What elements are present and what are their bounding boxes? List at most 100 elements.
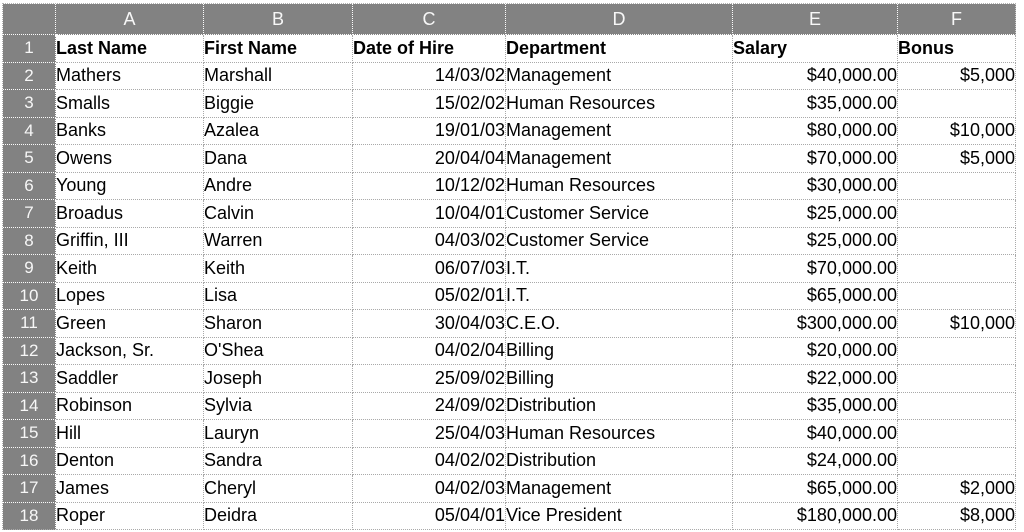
select-all-corner[interactable] — [3, 4, 56, 35]
row-header[interactable]: 10 — [3, 282, 56, 310]
cell-bonus[interactable]: $10,000 — [898, 310, 1016, 338]
cell-last-name[interactable]: James — [56, 475, 204, 503]
cell-bonus[interactable] — [898, 282, 1016, 310]
row-header[interactable]: 12 — [3, 337, 56, 365]
cell-salary[interactable]: $22,000.00 — [733, 365, 898, 393]
cell-department[interactable]: Customer Service — [506, 227, 733, 255]
row-header[interactable]: 15 — [3, 420, 56, 448]
cell-date-of-hire[interactable]: 04/02/04 — [353, 337, 506, 365]
cell-salary[interactable]: $30,000.00 — [733, 172, 898, 200]
cell-date-of-hire[interactable]: 04/03/02 — [353, 227, 506, 255]
header-cell-last-name[interactable]: Last Name — [56, 35, 204, 63]
cell-department[interactable]: Vice President — [506, 502, 733, 530]
header-cell-department[interactable]: Department — [506, 35, 733, 63]
row-header[interactable]: 13 — [3, 365, 56, 393]
cell-date-of-hire[interactable]: 10/04/01 — [353, 200, 506, 228]
cell-first-name[interactable]: Warren — [204, 227, 353, 255]
cell-department[interactable]: Billing — [506, 337, 733, 365]
cell-department[interactable]: Customer Service — [506, 200, 733, 228]
cell-bonus[interactable] — [898, 420, 1016, 448]
cell-last-name[interactable]: Denton — [56, 447, 204, 475]
column-header-E[interactable]: E — [733, 4, 898, 35]
cell-last-name[interactable]: Griffin, III — [56, 227, 204, 255]
cell-salary[interactable]: $65,000.00 — [733, 282, 898, 310]
cell-first-name[interactable]: Lauryn — [204, 420, 353, 448]
cell-first-name[interactable]: Marshall — [204, 62, 353, 90]
row-header[interactable]: 5 — [3, 145, 56, 173]
column-header-C[interactable]: C — [353, 4, 506, 35]
row-header[interactable]: 7 — [3, 200, 56, 228]
cell-last-name[interactable]: Young — [56, 172, 204, 200]
cell-date-of-hire[interactable]: 06/07/03 — [353, 255, 506, 283]
cell-bonus[interactable] — [898, 90, 1016, 118]
column-header-D[interactable]: D — [506, 4, 733, 35]
cell-salary[interactable]: $40,000.00 — [733, 420, 898, 448]
row-header[interactable]: 6 — [3, 172, 56, 200]
cell-date-of-hire[interactable]: 15/02/02 — [353, 90, 506, 118]
row-header[interactable]: 9 — [3, 255, 56, 283]
cell-first-name[interactable]: Keith — [204, 255, 353, 283]
cell-salary[interactable]: $20,000.00 — [733, 337, 898, 365]
cell-salary[interactable]: $35,000.00 — [733, 392, 898, 420]
cell-last-name[interactable]: Smalls — [56, 90, 204, 118]
cell-date-of-hire[interactable]: 25/09/02 — [353, 365, 506, 393]
row-header-1[interactable]: 1 — [3, 35, 56, 63]
cell-last-name[interactable]: Jackson, Sr. — [56, 337, 204, 365]
cell-department[interactable]: C.E.O. — [506, 310, 733, 338]
cell-bonus[interactable]: $8,000 — [898, 502, 1016, 530]
cell-date-of-hire[interactable]: 24/09/02 — [353, 392, 506, 420]
column-header-F[interactable]: F — [898, 4, 1016, 35]
cell-first-name[interactable]: Deidra — [204, 502, 353, 530]
cell-salary[interactable]: $180,000.00 — [733, 502, 898, 530]
cell-department[interactable]: Human Resources — [506, 420, 733, 448]
cell-last-name[interactable]: Robinson — [56, 392, 204, 420]
cell-first-name[interactable]: Joseph — [204, 365, 353, 393]
cell-bonus[interactable] — [898, 365, 1016, 393]
cell-last-name[interactable]: Mathers — [56, 62, 204, 90]
cell-salary[interactable]: $80,000.00 — [733, 117, 898, 145]
cell-first-name[interactable]: Calvin — [204, 200, 353, 228]
cell-bonus[interactable] — [898, 392, 1016, 420]
cell-salary[interactable]: $35,000.00 — [733, 90, 898, 118]
cell-salary[interactable]: $40,000.00 — [733, 62, 898, 90]
cell-date-of-hire[interactable]: 20/04/04 — [353, 145, 506, 173]
cell-bonus[interactable]: $5,000 — [898, 145, 1016, 173]
row-header[interactable]: 11 — [3, 310, 56, 338]
cell-bonus[interactable] — [898, 447, 1016, 475]
cell-department[interactable]: Distribution — [506, 447, 733, 475]
cell-last-name[interactable]: Banks — [56, 117, 204, 145]
row-header[interactable]: 14 — [3, 392, 56, 420]
column-header-A[interactable]: A — [56, 4, 204, 35]
cell-date-of-hire[interactable]: 05/04/01 — [353, 502, 506, 530]
cell-salary[interactable]: $65,000.00 — [733, 475, 898, 503]
cell-department[interactable]: Management — [506, 475, 733, 503]
cell-bonus[interactable] — [898, 200, 1016, 228]
header-cell-first-name[interactable]: First Name — [204, 35, 353, 63]
cell-date-of-hire[interactable]: 10/12/02 — [353, 172, 506, 200]
cell-date-of-hire[interactable]: 30/04/03 — [353, 310, 506, 338]
cell-bonus[interactable] — [898, 337, 1016, 365]
cell-date-of-hire[interactable]: 04/02/02 — [353, 447, 506, 475]
header-cell-bonus[interactable]: Bonus — [898, 35, 1016, 63]
cell-department[interactable]: Management — [506, 117, 733, 145]
cell-last-name[interactable]: Lopes — [56, 282, 204, 310]
cell-first-name[interactable]: Biggie — [204, 90, 353, 118]
cell-date-of-hire[interactable]: 04/02/03 — [353, 475, 506, 503]
row-header[interactable]: 8 — [3, 227, 56, 255]
cell-bonus[interactable] — [898, 227, 1016, 255]
cell-last-name[interactable]: Saddler — [56, 365, 204, 393]
cell-first-name[interactable]: Dana — [204, 145, 353, 173]
cell-bonus[interactable]: $5,000 — [898, 62, 1016, 90]
cell-date-of-hire[interactable]: 25/04/03 — [353, 420, 506, 448]
cell-salary[interactable]: $300,000.00 — [733, 310, 898, 338]
cell-first-name[interactable]: Sandra — [204, 447, 353, 475]
cell-last-name[interactable]: Green — [56, 310, 204, 338]
row-header[interactable]: 18 — [3, 502, 56, 530]
header-cell-date-of-hire[interactable]: Date of Hire — [353, 35, 506, 63]
cell-department[interactable]: Management — [506, 145, 733, 173]
cell-first-name[interactable]: Cheryl — [204, 475, 353, 503]
column-header-B[interactable]: B — [204, 4, 353, 35]
cell-salary[interactable]: $24,000.00 — [733, 447, 898, 475]
row-header[interactable]: 16 — [3, 447, 56, 475]
cell-first-name[interactable]: Andre — [204, 172, 353, 200]
